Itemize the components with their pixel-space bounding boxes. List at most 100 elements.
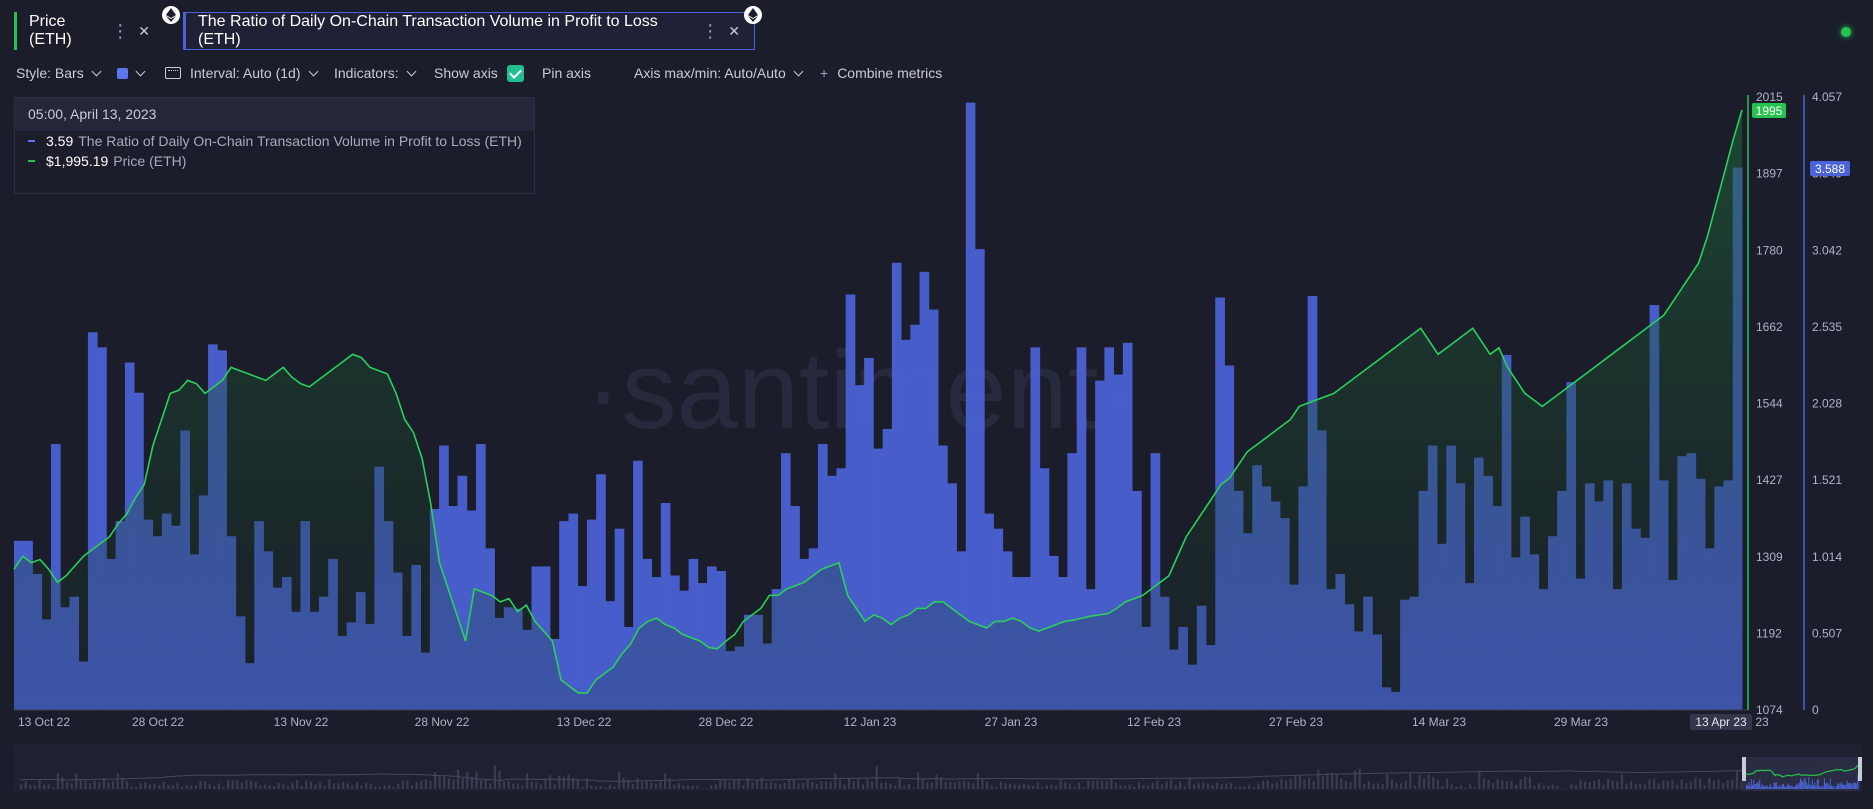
- ratio-bar: [984, 513, 994, 710]
- ratio-bar: [873, 448, 884, 710]
- vertical-dots-icon[interactable]: ⋮: [701, 20, 719, 41]
- ratio-current-label: 3.588: [1815, 162, 1845, 176]
- ratio-bar: [882, 428, 893, 710]
- ratio-bar: [928, 309, 939, 710]
- x-tick-label: 28 Nov 22: [415, 715, 470, 729]
- price-tick-label: 2015: [1756, 90, 1783, 104]
- ratio-bar: [586, 519, 597, 710]
- ratio-bar: [1076, 347, 1087, 710]
- x-tick-label: 13 Nov 22: [274, 715, 329, 729]
- ratio-tick-label: 2.028: [1812, 397, 1842, 411]
- ethereum-icon: [744, 6, 762, 24]
- ratio-bar: [854, 385, 865, 710]
- price-current-label: 1995: [1756, 104, 1783, 118]
- tooltip-row-price: $1,995.19 Price (ETH): [15, 151, 534, 171]
- x-tick-label: 14 Mar 23: [1412, 715, 1466, 729]
- style-dropdown[interactable]: Style: Bars: [16, 62, 102, 84]
- ratio-tick-label: 4.057: [1812, 90, 1842, 104]
- ratio-bar: [919, 271, 930, 710]
- ratio-bar: [780, 453, 791, 710]
- price-tick-label: 1780: [1756, 243, 1783, 257]
- close-icon[interactable]: ✕: [138, 22, 150, 39]
- tooltip-ratio-value: 3.59: [46, 133, 74, 149]
- x-tick-highlight: [1690, 714, 1752, 730]
- x-tick-label: 13 Oct 22: [18, 715, 70, 729]
- axis-maxmin-label: Axis max/min: Auto/Auto: [634, 65, 786, 81]
- ratio-bar: [50, 444, 61, 710]
- ratio-tick-label: 0.507: [1812, 626, 1842, 640]
- pin-axis-toggle[interactable]: Pin axis: [542, 62, 591, 84]
- price-line: [13, 109, 1743, 694]
- ratio-bar: [891, 262, 902, 710]
- ratio-current-badge: 3.588: [1810, 161, 1850, 176]
- x-tick-label: 28 Dec 22: [699, 715, 754, 729]
- interval-dropdown[interactable]: Interval: Auto (1d): [165, 62, 318, 84]
- series-marker: [28, 140, 35, 142]
- ethereum-icon: [162, 6, 180, 24]
- ratio-bar: [660, 503, 671, 710]
- indicators-dropdown[interactable]: Indicators:: [334, 62, 417, 84]
- price-tick-label: 1074: [1756, 703, 1783, 717]
- ratio-bar: [688, 558, 699, 710]
- plus-icon: +: [820, 65, 829, 81]
- ratio-bar: [87, 332, 98, 710]
- ratio-bar: [97, 347, 107, 710]
- ratio-bar: [1030, 347, 1041, 710]
- ratio-bar: [975, 249, 985, 710]
- ratio-bar: [910, 324, 920, 710]
- series-marker: [28, 160, 35, 162]
- x-axis-ticks: 13 Oct 22 28 Oct 22 13 Nov 22 28 Nov 22 13 D…: [18, 714, 1769, 730]
- ratio-tick-label: 2.535: [1812, 320, 1842, 334]
- chart-tooltip: 05:00, April 13, 2023 3.59 The Ratio of …: [14, 97, 535, 194]
- ratio-tick-label: 1.521: [1812, 473, 1842, 487]
- price-area-fill: [14, 109, 1742, 710]
- ratio-bar: [596, 474, 606, 710]
- ratio-tick-label: 3.042: [1812, 243, 1842, 257]
- price-axis-ticks: 2015 1897 1780 1662 1544 1427 1309 1192 1074: [1756, 90, 1783, 717]
- close-icon[interactable]: ✕: [728, 22, 740, 39]
- ratio-bar: [568, 513, 579, 710]
- vertical-dots-icon[interactable]: ⋮: [111, 20, 129, 41]
- ratio-bar: [901, 339, 911, 710]
- show-axis-toggle[interactable]: Show axis: [434, 62, 524, 84]
- price-tick-label: 1427: [1756, 473, 1783, 487]
- price-current-badge: 1995: [1752, 103, 1786, 118]
- price-tick-label: 1192: [1756, 626, 1782, 640]
- ratio-bar: [938, 445, 948, 710]
- ratio-bar: [716, 570, 726, 710]
- ratio-bar: [707, 566, 717, 710]
- interval-label: Interval: Auto (1d): [190, 65, 301, 81]
- style-label: Style: Bars: [16, 65, 84, 81]
- calendar-icon: [165, 67, 181, 79]
- tooltip-date: 05:00, April 13, 2023: [15, 98, 534, 131]
- show-axis-checkbox[interactable]: [506, 64, 524, 82]
- axis-maxmin-dropdown[interactable]: Axis max/min: Auto/Auto: [634, 62, 804, 84]
- ratio-bar: [457, 475, 468, 710]
- ratio-axis-ticks: 4.0573.5493.0422.5352.0281.5211.0140.507…: [1812, 90, 1842, 717]
- tab-price-eth[interactable]: Price (ETH) ⋮ ✕: [14, 12, 164, 50]
- color-picker[interactable]: [117, 62, 146, 84]
- combine-metrics-button[interactable]: + Combine metrics: [820, 62, 942, 84]
- ratio-tick-label: 0: [1812, 703, 1819, 717]
- ratio-bar: [577, 586, 588, 710]
- price-tick-label: 1897: [1756, 167, 1783, 181]
- x-tick-label: 13 Dec 22: [557, 715, 612, 729]
- x-tick-label: 27 Feb 23: [1269, 715, 1323, 729]
- ratio-bar: [1095, 380, 1105, 710]
- indicators-label: Indicators:: [334, 65, 399, 81]
- ratio-bar: [1039, 468, 1050, 710]
- tab-price-label: Price (ETH): [29, 13, 72, 48]
- ratio-bar: [1113, 374, 1124, 710]
- ratio-bar: [1104, 347, 1115, 710]
- ratio-tick-label: 1.014: [1812, 550, 1842, 564]
- ratio-bar: [559, 521, 569, 710]
- price-tick-label: 1662: [1756, 320, 1783, 334]
- ratio-bar: [947, 483, 957, 710]
- tab-ratio-profit-loss[interactable]: The Ratio of Daily On-Chain Transaction …: [183, 12, 755, 50]
- x-tick-label: 12 Jan 23: [844, 715, 897, 729]
- price-tick-label: 1309: [1756, 550, 1783, 564]
- show-axis-label: Show axis: [434, 65, 498, 81]
- combine-metrics-label: Combine metrics: [837, 65, 943, 81]
- x-tick-label: 27 Jan 23: [985, 715, 1038, 729]
